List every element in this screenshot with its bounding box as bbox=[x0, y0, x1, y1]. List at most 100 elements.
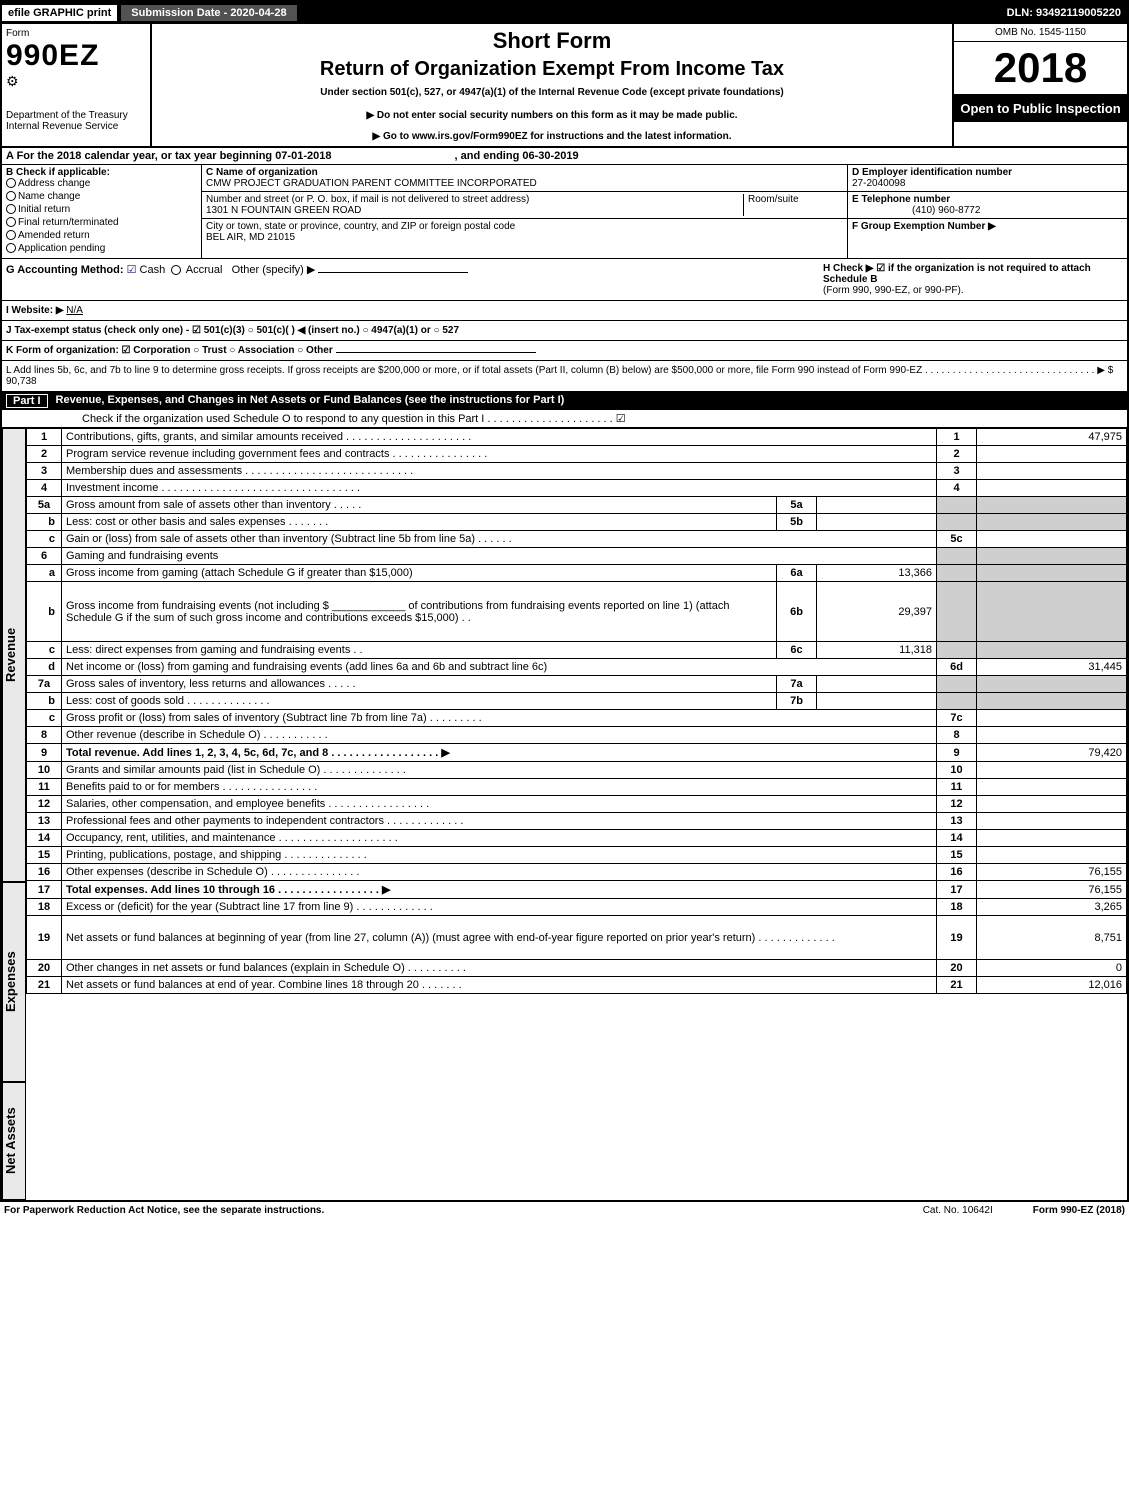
chk-address[interactable]: Address change bbox=[6, 178, 197, 189]
h-text: H Check ▶ ☑ if the organization is not r… bbox=[823, 263, 1091, 285]
b-title: B Check if applicable: bbox=[6, 167, 197, 178]
section-l: L Add lines 5b, 6c, and 7b to line 9 to … bbox=[2, 361, 1127, 392]
k-text: K Form of organization: ☑ Corporation ○ … bbox=[6, 345, 333, 356]
submission-date: Submission Date - 2020-04-28 bbox=[121, 5, 296, 21]
section-gh: G Accounting Method: Cash Accrual Other … bbox=[2, 259, 1127, 301]
ein-label: D Employer identification number bbox=[852, 167, 1012, 178]
chk-amended[interactable]: Amended return bbox=[6, 230, 197, 241]
form-number-footer: Form 990-EZ (2018) bbox=[1033, 1205, 1125, 1216]
city-label: City or town, state or province, country… bbox=[206, 221, 515, 232]
org-name-label: C Name of organization bbox=[206, 167, 318, 178]
section-k: K Form of organization: ☑ Corporation ○ … bbox=[2, 341, 1127, 361]
tel-block: E Telephone number (410) 960-8772 bbox=[848, 192, 1127, 219]
row-13: 13Professional fees and other payments t… bbox=[27, 813, 1127, 830]
j-text: J Tax-exempt status (check only one) - ☑… bbox=[6, 325, 459, 336]
open-public: Open to Public Inspection bbox=[954, 95, 1127, 122]
row-6b: bGross income from fundraising events (n… bbox=[27, 582, 1127, 642]
do-not-enter: ▶ Do not enter social security numbers o… bbox=[156, 110, 948, 121]
row-3: 3Membership dues and assessments . . . .… bbox=[27, 463, 1127, 480]
row-6c: cLess: direct expenses from gaming and f… bbox=[27, 642, 1127, 659]
row-17: 17Total expenses. Add lines 10 through 1… bbox=[27, 881, 1127, 899]
g-label: G Accounting Method: bbox=[6, 264, 124, 276]
side-netassets: Net Assets bbox=[2, 1082, 26, 1200]
paperwork-notice: For Paperwork Reduction Act Notice, see … bbox=[4, 1205, 324, 1216]
part-1-title: Revenue, Expenses, and Changes in Net As… bbox=[56, 394, 565, 408]
l-text: L Add lines 5b, 6c, and 7b to line 9 to … bbox=[6, 365, 1113, 387]
side-revenue: Revenue bbox=[2, 428, 26, 882]
section-a: A For the 2018 calendar year, or tax yea… bbox=[2, 148, 1127, 165]
chk-initial[interactable]: Initial return bbox=[6, 204, 197, 215]
catalog-number: Cat. No. 10642I bbox=[923, 1205, 993, 1216]
side-expenses: Expenses bbox=[2, 882, 26, 1082]
row-4: 4Investment income . . . . . . . . . . .… bbox=[27, 480, 1127, 497]
city-block: City or town, state or province, country… bbox=[202, 219, 847, 245]
row-19: 19Net assets or fund balances at beginni… bbox=[27, 916, 1127, 960]
short-form-title: Short Form bbox=[156, 28, 948, 54]
row-6d: dNet income or (loss) from gaming and fu… bbox=[27, 659, 1127, 676]
cash-check[interactable] bbox=[127, 264, 137, 276]
row-12: 12Salaries, other compensation, and empl… bbox=[27, 796, 1127, 813]
dept-treasury: Department of the Treasury bbox=[6, 110, 146, 121]
section-j: J Tax-exempt status (check only one) - ☑… bbox=[2, 321, 1127, 341]
page-footer: For Paperwork Reduction Act Notice, see … bbox=[0, 1202, 1129, 1219]
return-title: Return of Organization Exempt From Incom… bbox=[156, 58, 948, 81]
tel-label: E Telephone number bbox=[852, 194, 950, 205]
chk-name[interactable]: Name change bbox=[6, 191, 197, 202]
row-5c: cGain or (loss) from sale of assets othe… bbox=[27, 531, 1127, 548]
header-right: OMB No. 1545-1150 2018 Open to Public In… bbox=[952, 24, 1127, 146]
row-20: 20Other changes in net assets or fund ba… bbox=[27, 960, 1127, 977]
chk-final[interactable]: Final return/terminated bbox=[6, 217, 197, 228]
row-8: 8Other revenue (describe in Schedule O) … bbox=[27, 727, 1127, 744]
ein-block: D Employer identification number 27-2040… bbox=[848, 165, 1127, 192]
main-table: Revenue Expenses Net Assets 1Contributio… bbox=[2, 428, 1127, 1200]
irs-label: Internal Revenue Service bbox=[6, 121, 146, 132]
group-label: F Group Exemption Number ▶ bbox=[852, 221, 996, 232]
topbar: efile GRAPHIC print Submission Date - 20… bbox=[2, 2, 1127, 24]
city-value: BEL AIR, MD 21015 bbox=[206, 232, 295, 243]
row-18: 18Excess or (deficit) for the year (Subt… bbox=[27, 899, 1127, 916]
h-sub: (Form 990, 990-EZ, or 990-PF). bbox=[823, 285, 964, 296]
form-number: 990EZ bbox=[6, 39, 146, 73]
row-9: 9Total revenue. Add lines 1, 2, 3, 4, 5c… bbox=[27, 744, 1127, 762]
section-bcd: B Check if applicable: Address change Na… bbox=[2, 165, 1127, 259]
row-16: 16Other expenses (describe in Schedule O… bbox=[27, 864, 1127, 881]
tax-year-range: A For the 2018 calendar year, or tax yea… bbox=[2, 148, 1127, 164]
section-c: C Name of organization CMW PROJECT GRADU… bbox=[202, 165, 847, 258]
section-h: H Check ▶ ☑ if the organization is not r… bbox=[823, 263, 1123, 296]
chk-pending[interactable]: Application pending bbox=[6, 243, 197, 254]
street-block: Number and street (or P. O. box, if mail… bbox=[202, 192, 847, 219]
form-word: Form bbox=[6, 28, 146, 39]
row-7c: cGross profit or (loss) from sales of in… bbox=[27, 710, 1127, 727]
section-b: B Check if applicable: Address change Na… bbox=[2, 165, 202, 258]
row-14: 14Occupancy, rent, utilities, and mainte… bbox=[27, 830, 1127, 847]
goto-link[interactable]: ▶ Go to www.irs.gov/Form990EZ for instru… bbox=[156, 131, 948, 142]
dln-label: DLN: 93492119005220 bbox=[1001, 5, 1127, 21]
org-name-value: CMW PROJECT GRADUATION PARENT COMMITTEE … bbox=[206, 178, 537, 189]
part-1-label: Part I bbox=[6, 394, 48, 408]
row-11: 11Benefits paid to or for members . . . … bbox=[27, 779, 1127, 796]
form-container: efile GRAPHIC print Submission Date - 20… bbox=[0, 0, 1129, 1202]
website-label: I Website: ▶ bbox=[6, 305, 64, 316]
header-left: Form 990EZ ⚙ Department of the Treasury … bbox=[2, 24, 152, 146]
row-7a: 7aGross sales of inventory, less returns… bbox=[27, 676, 1127, 693]
part1-table: 1Contributions, gifts, grants, and simil… bbox=[26, 428, 1127, 994]
tel-value: (410) 960-8772 bbox=[912, 205, 980, 216]
row-5a: 5aGross amount from sale of assets other… bbox=[27, 497, 1127, 514]
omb-number: OMB No. 1545-1150 bbox=[954, 24, 1127, 42]
row-6a: aGross income from gaming (attach Schedu… bbox=[27, 565, 1127, 582]
room-label: Room/suite bbox=[748, 194, 799, 205]
section-g: G Accounting Method: Cash Accrual Other … bbox=[6, 263, 823, 296]
ein-value: 27-2040098 bbox=[852, 178, 905, 189]
accrual-check[interactable] bbox=[171, 265, 181, 275]
tax-year: 2018 bbox=[954, 42, 1127, 95]
row-15: 15Printing, publications, postage, and s… bbox=[27, 847, 1127, 864]
section-i: I Website: ▶ N/A bbox=[2, 301, 1127, 321]
side-labels: Revenue Expenses Net Assets bbox=[2, 428, 26, 1200]
street-value: 1301 N FOUNTAIN GREEN ROAD bbox=[206, 205, 361, 216]
row-1: 1Contributions, gifts, grants, and simil… bbox=[27, 429, 1127, 446]
street-label: Number and street (or P. O. box, if mail… bbox=[206, 194, 529, 205]
part-1-header: Part I Revenue, Expenses, and Changes in… bbox=[2, 392, 1127, 410]
row-5b: bLess: cost or other basis and sales exp… bbox=[27, 514, 1127, 531]
org-name-block: C Name of organization CMW PROJECT GRADU… bbox=[202, 165, 847, 192]
row-10: 10Grants and similar amounts paid (list … bbox=[27, 762, 1127, 779]
